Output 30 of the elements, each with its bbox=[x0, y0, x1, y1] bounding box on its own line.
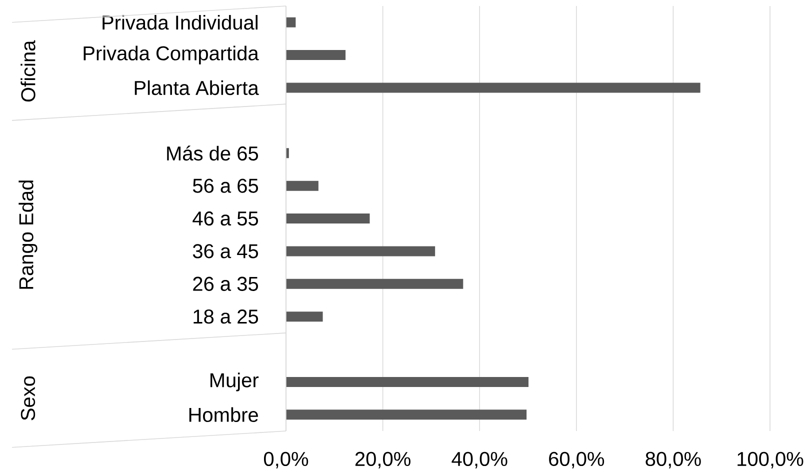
bar bbox=[286, 246, 436, 256]
x-tick-label: 20,0% bbox=[355, 452, 410, 468]
y-tick-label: Privada Individual bbox=[102, 14, 258, 30]
y-tick-label: 36 a 45 bbox=[192, 244, 258, 258]
bar bbox=[286, 214, 370, 224]
bar bbox=[286, 17, 296, 28]
bar bbox=[286, 50, 346, 60]
y-tick-label: 46 a 55 bbox=[192, 211, 258, 226]
y-tick-label: Hombre bbox=[189, 407, 258, 422]
bar bbox=[286, 180, 318, 191]
text: Oficina bbox=[20, 40, 36, 102]
y-tick-label: 56 a 65 bbox=[192, 178, 258, 193]
bar bbox=[286, 376, 528, 387]
y-tick-label: Planta Abierta bbox=[134, 80, 259, 96]
y-tick-label: 26 a 35 bbox=[193, 276, 258, 291]
bar bbox=[286, 312, 323, 322]
y-tick-label: 18 a 25 bbox=[194, 310, 258, 324]
bar bbox=[286, 82, 700, 93]
y-tick-label: Mujer bbox=[210, 372, 259, 392]
bar bbox=[286, 278, 464, 289]
text: Rango Edad bbox=[18, 180, 38, 289]
y-tick-label: Privada Compartida bbox=[84, 46, 259, 64]
x-tick-label: 40,0% bbox=[452, 452, 508, 468]
x-tick-label: 60,0% bbox=[549, 452, 604, 468]
bar bbox=[286, 410, 527, 420]
x-tick-label: 100,0% bbox=[738, 452, 804, 468]
x-tick-label: 0,0% bbox=[264, 452, 308, 468]
y-tick-label: Más de 65 bbox=[167, 146, 258, 161]
x-tick-label: 80,0% bbox=[646, 452, 701, 468]
text: Sexo bbox=[20, 376, 36, 420]
